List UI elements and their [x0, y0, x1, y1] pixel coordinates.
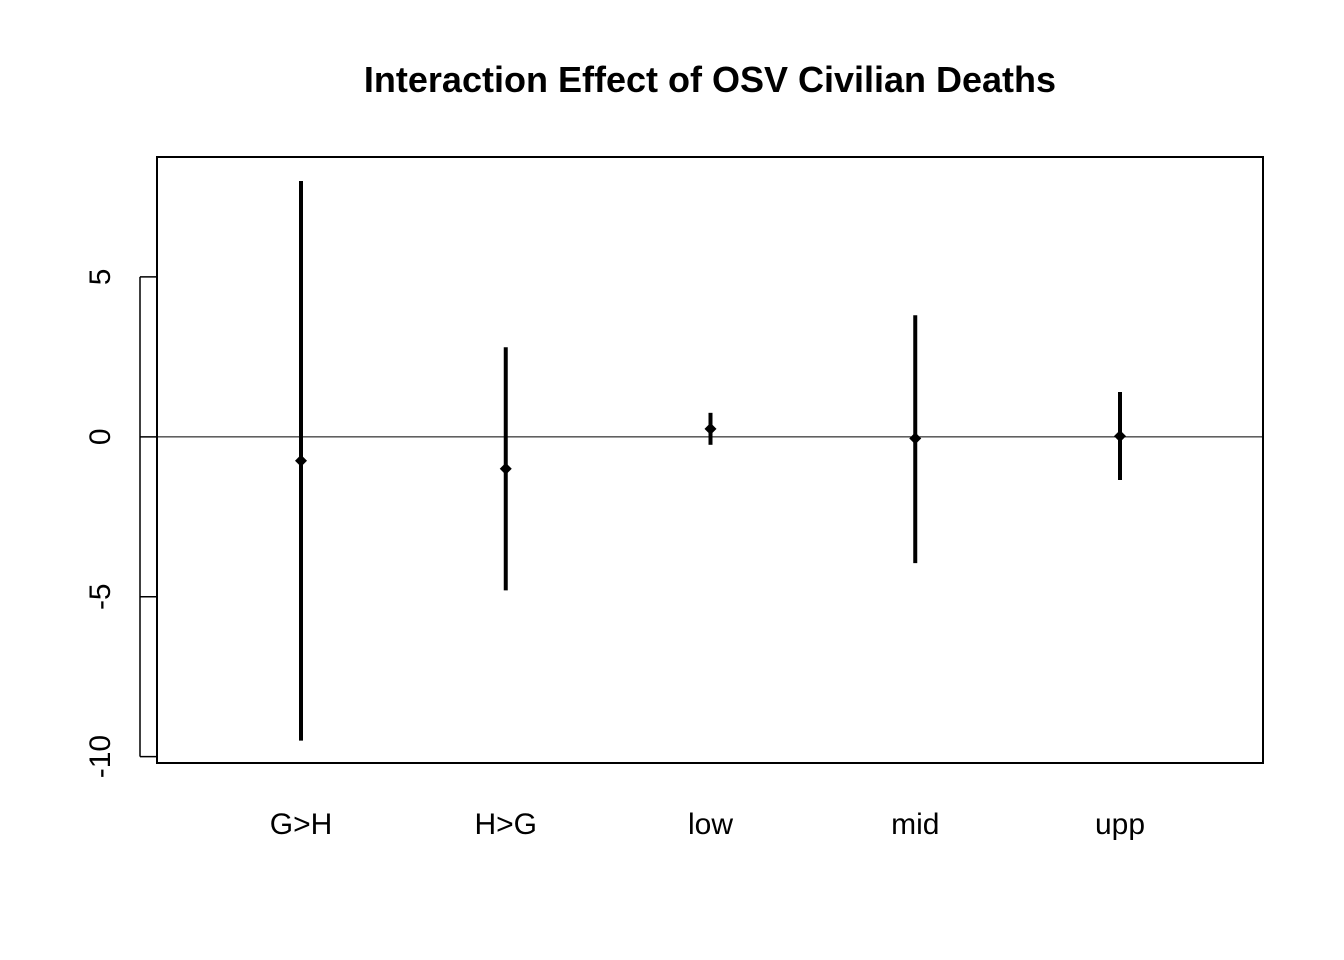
x-tick-label: upp [1095, 808, 1145, 841]
y-tick-label: -10 [84, 735, 117, 778]
x-tick-label: low [688, 808, 733, 841]
point-estimate [499, 462, 512, 475]
y-axis: -10 -5 0 5 [84, 269, 157, 778]
point-estimate [295, 454, 307, 467]
x-tick-label: H>G [474, 808, 537, 841]
x-axis: G>H H>G low mid upp [270, 808, 1145, 841]
plot-frame [156, 156, 1264, 764]
x-tick-label: mid [891, 808, 939, 841]
chart-title: Interaction Effect of OSV Civilian Death… [364, 59, 1056, 100]
y-tick-label: 5 [84, 269, 117, 286]
point-estimate [909, 432, 922, 445]
y-tick-label: -5 [84, 583, 117, 610]
error-bars [295, 180, 1126, 741]
x-tick-label: G>H [270, 808, 333, 841]
y-tick-label: 0 [84, 428, 117, 445]
point-estimate [1114, 430, 1126, 443]
point-estimate [704, 422, 717, 435]
